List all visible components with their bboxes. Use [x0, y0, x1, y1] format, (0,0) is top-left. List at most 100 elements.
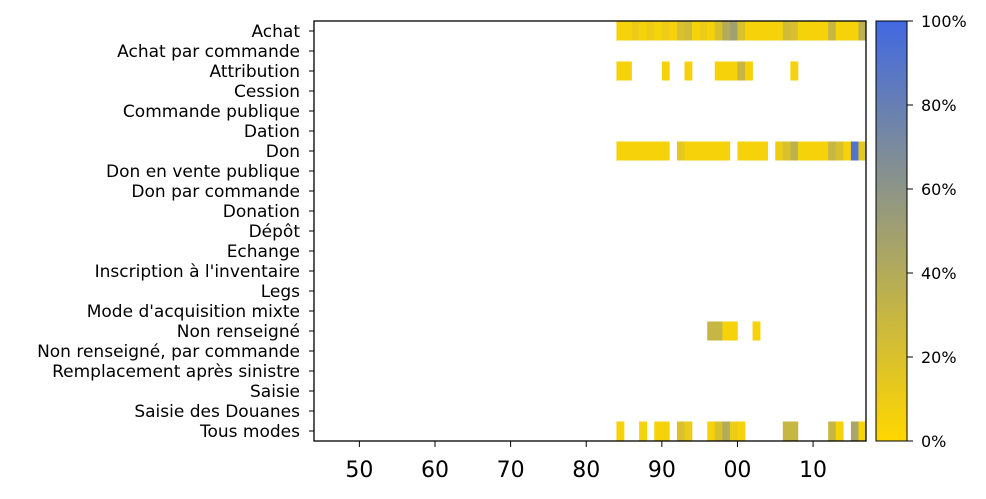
heatmap-cell	[805, 141, 814, 161]
heatmap-cell	[760, 141, 768, 161]
heatmap-cell	[714, 321, 723, 341]
colorbar-tick-label: 40%	[921, 264, 957, 283]
heatmap-cell	[797, 141, 806, 161]
heatmap-cell	[729, 321, 738, 341]
heatmap-cell	[760, 21, 768, 41]
y-tick-label: Remplacement après sinistre	[52, 362, 300, 382]
heatmap-cell	[835, 421, 844, 441]
heatmap-cell	[624, 21, 632, 41]
y-tick-label: Achat par commande	[117, 42, 300, 62]
y-tick-label: Cession	[234, 82, 300, 102]
heatmap-cell	[722, 21, 731, 41]
heatmap-cell	[699, 21, 708, 41]
colorbar-tick-label: 80%	[921, 96, 957, 115]
heatmap-cell	[654, 421, 663, 441]
heatmap-cell	[624, 141, 632, 161]
heatmap-cell	[722, 141, 731, 161]
colorbar-tick-label: 60%	[921, 180, 957, 199]
heatmap-cell	[790, 61, 799, 81]
plot-area-frame	[313, 20, 867, 442]
heatmap-cell	[835, 21, 844, 41]
y-tick-label: Dépôt	[249, 222, 301, 242]
heatmap-cell	[835, 141, 844, 161]
y-tick-label: Mode d'acquisition mixte	[87, 302, 300, 322]
heatmap-cell	[850, 21, 859, 41]
x-tick-label: 10	[799, 458, 827, 483]
heatmap-cell	[616, 141, 625, 161]
heatmap-cell	[676, 141, 685, 161]
heatmap-cell	[707, 21, 716, 41]
heatmap-cell	[684, 21, 693, 41]
heatmap-cell	[654, 141, 663, 161]
heatmap-cell	[676, 421, 685, 441]
heatmap-cell	[616, 21, 625, 41]
heatmap-cell	[684, 61, 693, 81]
heatmap-cell	[684, 421, 693, 441]
heatmap-cell	[782, 21, 791, 41]
heatmap-cell	[737, 21, 746, 41]
heatmap-cell	[714, 421, 723, 441]
heatmap-cell	[813, 21, 821, 41]
heatmap-cell	[707, 141, 716, 161]
heatmap-cells	[616, 21, 867, 441]
x-tick-label: 80	[572, 458, 600, 483]
y-tick-label: Donation	[223, 202, 300, 222]
y-tick-label: Non renseigné	[177, 322, 300, 342]
heatmap-cell	[661, 141, 670, 161]
heatmap-cell	[813, 141, 821, 161]
heatmap-cell	[631, 21, 640, 41]
heatmap-cell	[714, 21, 723, 41]
heatmap-cell	[775, 141, 784, 161]
x-tick-label: 00	[723, 458, 751, 483]
heatmap-cell	[745, 141, 753, 161]
heatmap-cell	[624, 61, 632, 81]
heatmap-cell	[714, 61, 723, 81]
heatmap-cell	[782, 421, 791, 441]
heatmap-cell	[692, 21, 700, 41]
heatmap-cell	[729, 61, 738, 81]
x-tick-label: 90	[648, 458, 676, 483]
y-tick-label: Saisie	[250, 382, 300, 402]
heatmap-cell	[661, 61, 670, 81]
heatmap-cell	[745, 61, 753, 81]
heatmap-cell	[616, 61, 625, 81]
y-tick-label: Echange	[227, 242, 300, 262]
heatmap-cell	[790, 141, 799, 161]
y-tick-label: Saisie des Douanes	[134, 402, 300, 422]
y-tick-label: Dation	[244, 122, 300, 142]
colorbar-tick-label: 0%	[921, 432, 946, 451]
heatmap-cell	[828, 421, 837, 441]
heatmap-cell	[729, 21, 738, 41]
heatmap-cell	[737, 141, 746, 161]
heatmap-cell	[752, 141, 761, 161]
heatmap-cell	[684, 141, 693, 161]
heatmap-cell	[843, 21, 852, 41]
heatmap-cell	[782, 141, 791, 161]
x-tick-label: 70	[497, 458, 525, 483]
colorbar-axis: 0% 20% 40% 60% 80% 100%	[907, 12, 967, 451]
heatmap-cell	[639, 141, 648, 161]
heatmap-cell	[646, 21, 655, 41]
heatmap-cell	[707, 421, 716, 441]
colorbar	[875, 20, 908, 442]
heatmap-cell	[661, 21, 670, 41]
heatmap-cell	[729, 421, 738, 441]
heatmap-cell	[737, 421, 746, 441]
heatmap-cell	[661, 421, 670, 441]
x-tick-label: 60	[421, 458, 449, 483]
heatmap-cell	[828, 141, 837, 161]
heatmap-cell	[676, 21, 685, 41]
x-axis: 50 60 70 80 90 00 10	[345, 441, 827, 483]
y-tick-label: Legs	[261, 282, 300, 302]
heatmap-cell	[646, 141, 655, 161]
heatmap-cell	[858, 141, 867, 161]
heatmap-cell	[843, 141, 852, 161]
y-tick-label: Achat	[251, 22, 300, 42]
heatmap-cell	[692, 141, 700, 161]
heatmap-cell	[797, 21, 806, 41]
heatmap-cell	[722, 321, 731, 341]
heatmap-cell	[752, 321, 761, 341]
y-tick-label: Tous modes	[199, 422, 300, 442]
y-tick-label: Don en vente publique	[106, 162, 300, 182]
